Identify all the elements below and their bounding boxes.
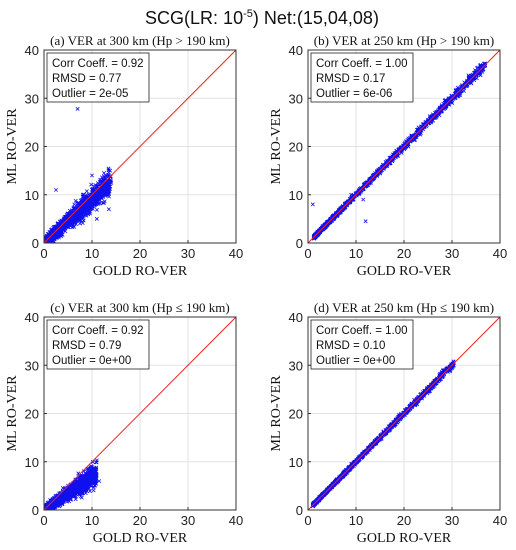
y-axis-label: ML RO-VER [5,375,20,452]
x-tick-label: 40 [229,513,243,528]
y-tick-label: 0 [32,503,39,518]
stats-line-1: Corr Coeff. = 0.92 [52,325,144,337]
stats-line-1: Corr Coeff. = 1.00 [316,325,408,337]
panel-title: (c) VER at 300 km (Hp ≤ 190 km) [50,300,229,315]
stats-line-2: RMSD = 0.10 [316,340,385,352]
stats-line-2: RMSD = 0.79 [52,340,121,352]
y-axis-label: ML RO-VER [5,108,20,185]
stats-box [46,52,150,103]
y-tick-label: 0 [32,236,39,251]
reference-line [308,317,500,510]
data-layer [44,317,236,510]
chart-panel-3: 00 10 10 20 20 30 30 40 40 (c) VER at 300 km (Hp … [5,300,243,546]
y-tick-label: 10 [289,188,303,203]
x-tick-label: 20 [397,246,411,261]
stats-line-3: Outlier = 2e-05 [52,88,128,100]
figure-title-exponent: -5 [243,8,253,20]
x-tick-label: 40 [229,246,243,261]
scatter-points [44,458,102,510]
stats-line-2: RMSD = 0.77 [52,73,121,85]
x-axis-label: GOLD RO-VER [357,531,452,546]
x-tick-label: 10 [349,246,363,261]
x-axis-label: GOLD RO-VER [93,264,188,279]
y-tick-label: 30 [289,358,303,373]
y-axis-label: ML RO-VER [269,108,284,185]
y-tick-label: 0 [296,503,303,518]
y-tick-label: 10 [289,455,303,470]
y-tick-label: 0 [296,236,303,251]
y-tick-label: 40 [289,310,303,325]
stats-box [46,319,150,370]
x-tick-label: 40 [493,513,507,528]
reference-line [44,317,236,510]
x-axis-label: GOLD RO-VER [357,264,452,279]
data-layer [308,317,500,510]
stats-line-3: Outlier = 0e+00 [52,355,131,367]
chart-panel-4: 00 10 10 20 20 30 30 40 40 (d) VER at 250 km (Hp … [269,300,507,546]
x-tick-label: 30 [445,513,459,528]
y-tick-label: 30 [289,91,303,106]
y-tick-label: 20 [25,407,39,422]
chart-panel-1: 00 10 10 20 20 30 30 40 40 (a) VER at 300 km (Hp … [5,33,243,279]
x-tick-label: 0 [40,513,47,528]
y-tick-label: 30 [25,358,39,373]
panel-title: (d) VER at 250 km (Hp ≤ 190 km) [314,300,494,315]
figure-title-tail: ) Net:(15,04,08) [253,8,379,28]
reference-line [44,50,236,243]
data-layer [44,50,236,243]
chart-panel-2: 00 10 10 20 20 30 30 40 40 (b) VER at 250 km (Hp … [269,33,507,279]
y-tick-label: 10 [25,188,39,203]
stats-line-1: Corr Coeff. = 0.92 [52,58,144,70]
data-layer [308,50,500,243]
x-tick-label: 10 [85,513,99,528]
reference-line [308,50,500,243]
panel-title: (b) VER at 250 km (Hp > 190 km) [314,33,494,48]
x-tick-label: 20 [133,513,147,528]
y-tick-label: 10 [25,455,39,470]
x-tick-label: 10 [85,246,99,261]
x-tick-label: 0 [304,513,311,528]
x-tick-label: 20 [397,513,411,528]
x-axis-label: GOLD RO-VER [93,531,188,546]
x-tick-label: 40 [493,246,507,261]
y-tick-label: 40 [289,43,303,58]
y-tick-label: 30 [25,91,39,106]
y-tick-label: 20 [25,140,39,155]
stats-box [310,319,414,370]
panel-title: (a) VER at 300 km (Hp > 190 km) [50,33,230,48]
y-tick-label: 40 [25,43,39,58]
y-tick-label: 20 [289,407,303,422]
x-tick-label: 30 [181,246,195,261]
x-tick-label: 30 [181,513,195,528]
x-tick-label: 30 [445,246,459,261]
stats-box [310,52,414,103]
x-tick-label: 0 [304,246,311,261]
stats-line-3: Outlier = 6e-06 [316,88,392,100]
stats-line-1: Corr Coeff. = 1.00 [316,58,408,70]
stats-line-2: RMSD = 0.17 [316,73,385,85]
x-tick-label: 0 [40,246,47,261]
y-axis-label: ML RO-VER [269,375,284,452]
y-tick-label: 40 [25,310,39,325]
x-tick-label: 10 [349,513,363,528]
figure-title: SCG(LR: 10-5) Net:(15,04,08) [145,8,379,28]
stats-line-3: Outlier = 0e+00 [316,355,395,367]
x-tick-label: 20 [133,246,147,261]
y-tick-label: 20 [289,140,303,155]
figure-title-main: SCG(LR: 10 [145,8,243,28]
